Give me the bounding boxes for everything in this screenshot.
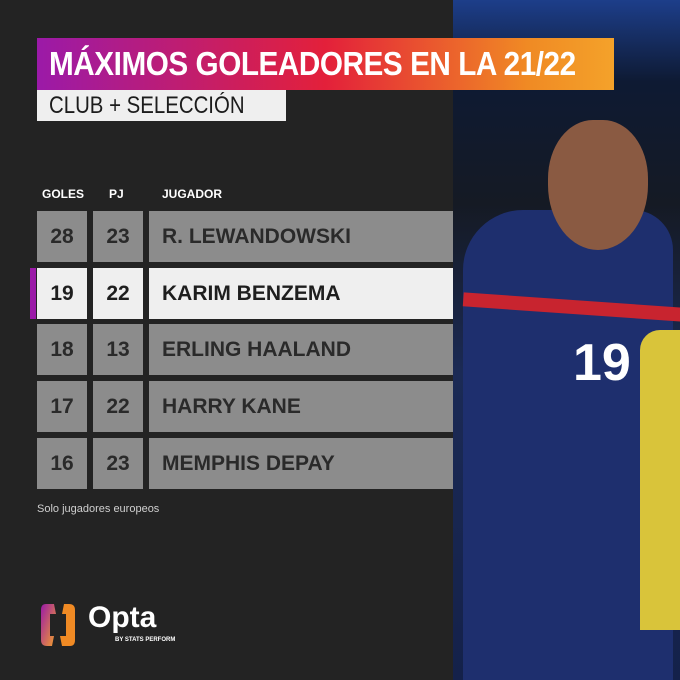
highlight-bar bbox=[30, 267, 36, 319]
player-photo: 19 bbox=[453, 0, 680, 680]
brand-name: Opta bbox=[88, 601, 157, 634]
games-cell: 13 bbox=[93, 324, 143, 376]
table-row: 19 22 KARIM BENZEMA bbox=[30, 267, 453, 319]
header-goals: GOLES bbox=[42, 187, 85, 201]
games-cell: 22 bbox=[93, 267, 143, 319]
table-row: 17 22 HARRY KANE bbox=[37, 381, 453, 433]
brand-tagline: BY STATS PERFORM bbox=[115, 637, 176, 643]
table-row: 28 23 R. LEWANDOWSKI bbox=[37, 211, 453, 262]
subtitle: CLUB + SELECCIÓN bbox=[37, 90, 286, 121]
goals-cell: 19 bbox=[37, 267, 87, 319]
player-cell: R. LEWANDOWSKI bbox=[149, 211, 453, 262]
subtitle-text: CLUB + SELECCIÓN bbox=[49, 92, 245, 119]
player-cell: KARIM BENZEMA bbox=[149, 267, 453, 319]
player-cell: HARRY KANE bbox=[149, 381, 453, 433]
table-row: 16 23 MEMPHIS DEPAY bbox=[37, 437, 453, 489]
footnote: Solo jugadores europeos bbox=[37, 503, 160, 515]
header-player: JUGADOR bbox=[162, 187, 223, 201]
page-title-text: MÁXIMOS GOLEADORES EN LA 21/22 bbox=[49, 45, 576, 82]
games-cell: 23 bbox=[93, 437, 143, 489]
goals-cell: 28 bbox=[37, 211, 87, 262]
goals-cell: 18 bbox=[37, 324, 87, 376]
goals-cell: 17 bbox=[37, 381, 87, 433]
jersey bbox=[463, 210, 673, 680]
header-games: PJ bbox=[109, 187, 124, 201]
goals-cell: 16 bbox=[37, 437, 87, 489]
player-cell: MEMPHIS DEPAY bbox=[149, 437, 453, 489]
shirt-number: 19 bbox=[573, 334, 631, 392]
player-head bbox=[548, 120, 648, 250]
opponent-jersey bbox=[640, 330, 680, 630]
table-row: 18 13 ERLING HAALAND bbox=[37, 324, 453, 376]
games-cell: 22 bbox=[93, 381, 143, 433]
opta-logo-icon bbox=[41, 604, 75, 646]
games-cell: 23 bbox=[93, 211, 143, 262]
page-title: MÁXIMOS GOLEADORES EN LA 21/22 bbox=[37, 38, 614, 90]
player-cell: ERLING HAALAND bbox=[149, 324, 453, 376]
